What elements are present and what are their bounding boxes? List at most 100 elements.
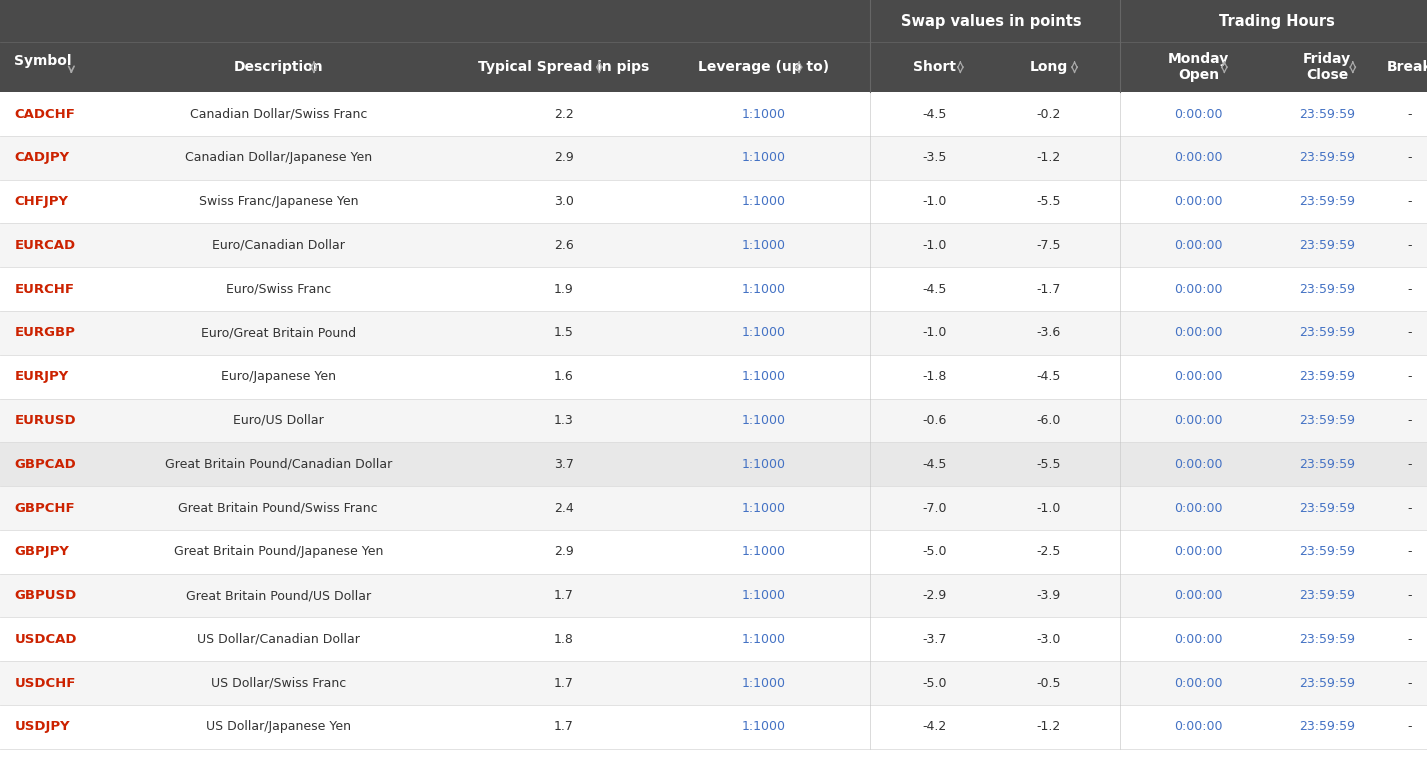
Text: 1:1000: 1:1000 xyxy=(742,589,785,602)
Text: -0.5: -0.5 xyxy=(1036,677,1062,690)
Text: Short: Short xyxy=(913,60,956,74)
Text: Euro/Canadian Dollar: Euro/Canadian Dollar xyxy=(211,239,345,252)
FancyBboxPatch shape xyxy=(0,355,1427,399)
Text: 3.7: 3.7 xyxy=(554,458,574,471)
Text: 23:59:59: 23:59:59 xyxy=(1299,720,1356,733)
Text: Leverage (up to): Leverage (up to) xyxy=(698,60,829,74)
Text: 23:59:59: 23:59:59 xyxy=(1299,370,1356,383)
Text: CADJPY: CADJPY xyxy=(14,151,70,164)
Text: -2.5: -2.5 xyxy=(1036,545,1062,558)
Text: 2.6: 2.6 xyxy=(554,239,574,252)
Text: -3.5: -3.5 xyxy=(922,151,948,164)
Text: 23:59:59: 23:59:59 xyxy=(1299,502,1356,515)
Text: -3.6: -3.6 xyxy=(1037,326,1060,339)
Text: 1:1000: 1:1000 xyxy=(742,239,785,252)
Text: -4.5: -4.5 xyxy=(1036,370,1062,383)
Text: -: - xyxy=(1407,326,1413,339)
FancyBboxPatch shape xyxy=(0,530,1427,574)
Text: -: - xyxy=(1407,108,1413,121)
Text: Canadian Dollar/Swiss Franc: Canadian Dollar/Swiss Franc xyxy=(190,108,367,121)
Text: 2.9: 2.9 xyxy=(554,151,574,164)
Text: GBPCAD: GBPCAD xyxy=(14,458,76,471)
Text: -4.5: -4.5 xyxy=(922,108,948,121)
Text: 0:00:00: 0:00:00 xyxy=(1174,195,1223,208)
Text: 23:59:59: 23:59:59 xyxy=(1299,633,1356,646)
FancyBboxPatch shape xyxy=(0,705,1427,749)
Text: Symbol: Symbol xyxy=(14,54,71,68)
Text: US Dollar/Swiss Franc: US Dollar/Swiss Franc xyxy=(211,677,345,690)
Text: 1.6: 1.6 xyxy=(554,370,574,383)
Text: -4.5: -4.5 xyxy=(922,458,948,471)
Text: 0:00:00: 0:00:00 xyxy=(1174,720,1223,733)
Text: Great Britain Pound/Swiss Franc: Great Britain Pound/Swiss Franc xyxy=(178,502,378,515)
FancyBboxPatch shape xyxy=(0,180,1427,223)
FancyBboxPatch shape xyxy=(0,442,1427,486)
Text: 23:59:59: 23:59:59 xyxy=(1299,545,1356,558)
Text: GBPUSD: GBPUSD xyxy=(14,589,77,602)
Text: USDCAD: USDCAD xyxy=(14,633,77,646)
FancyBboxPatch shape xyxy=(0,311,1427,355)
Text: GBPCHF: GBPCHF xyxy=(14,502,74,515)
Text: -1.0: -1.0 xyxy=(922,239,948,252)
Text: -5.0: -5.0 xyxy=(922,545,948,558)
Text: 1:1000: 1:1000 xyxy=(742,502,785,515)
Text: 23:59:59: 23:59:59 xyxy=(1299,239,1356,252)
Text: -1.8: -1.8 xyxy=(922,370,948,383)
Text: 0:00:00: 0:00:00 xyxy=(1174,283,1223,296)
Text: -: - xyxy=(1407,370,1413,383)
Text: Euro/Japanese Yen: Euro/Japanese Yen xyxy=(221,370,335,383)
FancyBboxPatch shape xyxy=(0,661,1427,705)
Text: 1.3: 1.3 xyxy=(554,414,574,427)
Text: 23:59:59: 23:59:59 xyxy=(1299,677,1356,690)
Text: -3.0: -3.0 xyxy=(1036,633,1062,646)
Text: 0:00:00: 0:00:00 xyxy=(1174,326,1223,339)
Text: -5.0: -5.0 xyxy=(922,677,948,690)
Text: -4.2: -4.2 xyxy=(923,720,946,733)
Text: -: - xyxy=(1407,195,1413,208)
Text: 1:1000: 1:1000 xyxy=(742,195,785,208)
Text: 1.7: 1.7 xyxy=(554,720,574,733)
Text: -0.6: -0.6 xyxy=(922,414,948,427)
FancyBboxPatch shape xyxy=(0,267,1427,311)
Text: 23:59:59: 23:59:59 xyxy=(1299,195,1356,208)
Text: Trading Hours: Trading Hours xyxy=(1219,14,1336,28)
FancyBboxPatch shape xyxy=(0,399,1427,442)
Text: -: - xyxy=(1407,502,1413,515)
Text: 1:1000: 1:1000 xyxy=(742,677,785,690)
Text: -: - xyxy=(1407,633,1413,646)
Text: Euro/US Dollar: Euro/US Dollar xyxy=(233,414,324,427)
Text: Swap values in points: Swap values in points xyxy=(902,14,1082,28)
Text: CADCHF: CADCHF xyxy=(14,108,76,121)
Text: 23:59:59: 23:59:59 xyxy=(1299,283,1356,296)
Text: -1.2: -1.2 xyxy=(1037,720,1060,733)
Text: Euro/Great Britain Pound: Euro/Great Britain Pound xyxy=(201,326,355,339)
Text: Canadian Dollar/Japanese Yen: Canadian Dollar/Japanese Yen xyxy=(184,151,372,164)
Text: 1:1000: 1:1000 xyxy=(742,370,785,383)
Text: EURGBP: EURGBP xyxy=(14,326,76,339)
Text: -7.0: -7.0 xyxy=(922,502,948,515)
Text: -: - xyxy=(1407,414,1413,427)
Text: -: - xyxy=(1407,677,1413,690)
Text: -6.0: -6.0 xyxy=(1036,414,1062,427)
Text: -1.2: -1.2 xyxy=(1037,151,1060,164)
Text: Great Britain Pound/Canadian Dollar: Great Britain Pound/Canadian Dollar xyxy=(164,458,392,471)
Text: -2.9: -2.9 xyxy=(923,589,946,602)
Text: 1:1000: 1:1000 xyxy=(742,458,785,471)
Text: 1.5: 1.5 xyxy=(554,326,574,339)
Text: 1:1000: 1:1000 xyxy=(742,633,785,646)
Text: US Dollar/Japanese Yen: US Dollar/Japanese Yen xyxy=(205,720,351,733)
Text: 3.0: 3.0 xyxy=(554,195,574,208)
Text: Friday
Close: Friday Close xyxy=(1303,52,1351,82)
Text: 23:59:59: 23:59:59 xyxy=(1299,589,1356,602)
Text: 23:59:59: 23:59:59 xyxy=(1299,108,1356,121)
Text: 1.9: 1.9 xyxy=(554,283,574,296)
Text: -: - xyxy=(1407,545,1413,558)
Text: 0:00:00: 0:00:00 xyxy=(1174,502,1223,515)
Text: 1:1000: 1:1000 xyxy=(742,326,785,339)
Text: Description: Description xyxy=(234,60,323,74)
Text: 2.2: 2.2 xyxy=(554,108,574,121)
FancyBboxPatch shape xyxy=(0,574,1427,617)
Text: EURUSD: EURUSD xyxy=(14,414,76,427)
Text: Long: Long xyxy=(1030,60,1067,74)
Text: 1:1000: 1:1000 xyxy=(742,108,785,121)
